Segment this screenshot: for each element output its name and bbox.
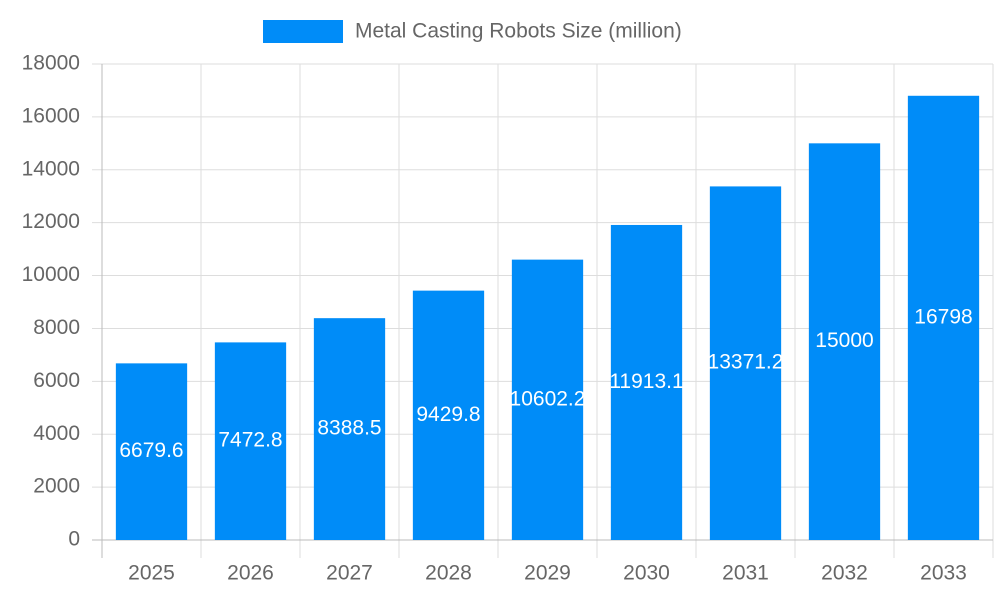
y-tick-label: 14000 — [22, 157, 80, 180]
value-label: 7472.8 — [218, 429, 282, 452]
bar — [610, 224, 683, 540]
value-label: 9429.8 — [416, 403, 480, 426]
y-tick-label: 0 — [68, 528, 80, 551]
bar — [412, 290, 485, 540]
y-tick-label: 6000 — [33, 369, 80, 392]
x-tick-label: 2033 — [920, 562, 967, 585]
bar — [709, 186, 782, 540]
y-tick-label: 2000 — [33, 475, 80, 498]
value-label: 10602.2 — [510, 387, 586, 410]
x-tick-label: 2027 — [326, 562, 373, 585]
value-label: 16798 — [914, 305, 972, 328]
legend-label: Metal Casting Robots Size (million) — [355, 20, 682, 43]
x-tick-label: 2028 — [425, 562, 472, 585]
value-label: 6679.6 — [119, 439, 183, 462]
value-label: 13371.2 — [708, 351, 784, 374]
legend-swatch — [263, 20, 343, 43]
x-tick-label: 2031 — [722, 562, 769, 585]
bar — [115, 363, 188, 540]
value-label: 15000 — [815, 329, 873, 352]
y-tick-label: 10000 — [22, 263, 80, 286]
value-label: 11913.1 — [609, 370, 683, 393]
y-tick-label: 16000 — [22, 104, 80, 127]
x-tick-label: 2026 — [227, 562, 274, 585]
bar — [808, 143, 881, 541]
x-tick-label: 2029 — [524, 562, 571, 585]
bar — [313, 318, 386, 540]
bar — [907, 95, 980, 540]
y-tick-label: 8000 — [33, 316, 80, 339]
y-tick-label: 4000 — [33, 422, 80, 445]
value-label: 8388.5 — [317, 417, 381, 440]
y-tick-label: 12000 — [22, 210, 80, 233]
x-tick-label: 2030 — [623, 562, 670, 585]
bar — [214, 342, 287, 540]
y-tick-label: 18000 — [22, 52, 80, 75]
x-tick-label: 2032 — [821, 562, 868, 585]
bar — [511, 259, 584, 540]
x-tick-label: 2025 — [128, 562, 175, 585]
